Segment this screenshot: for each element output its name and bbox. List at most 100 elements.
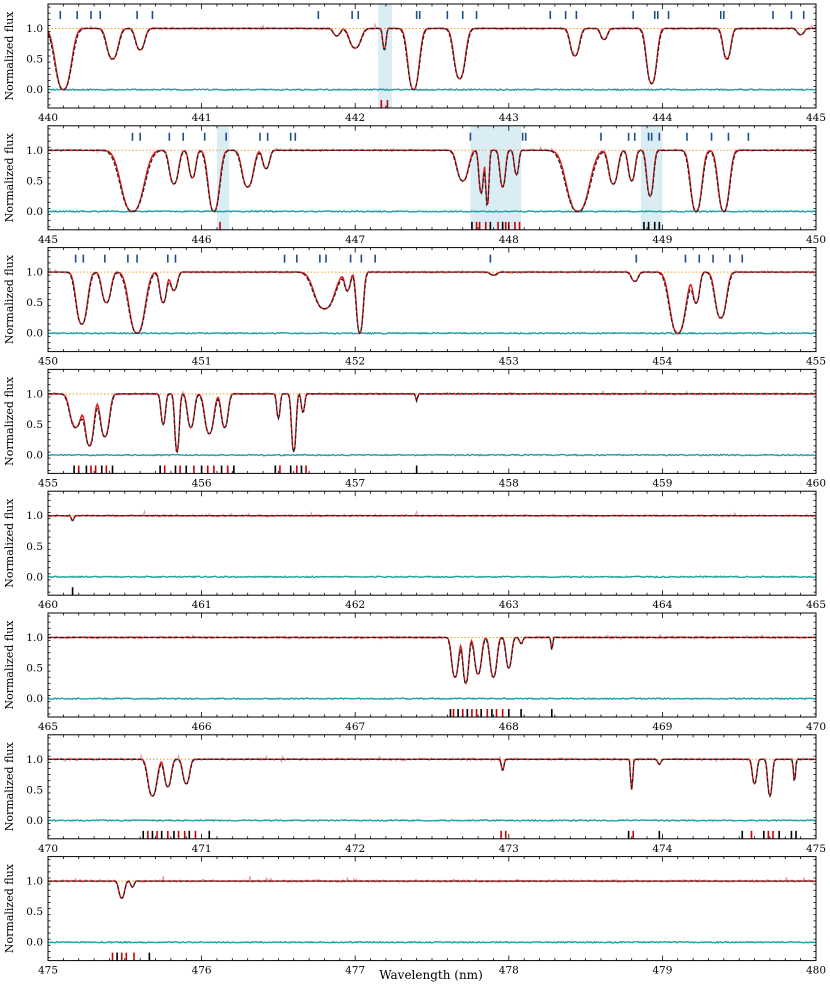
x-tick-label: 446: [192, 234, 212, 246]
x-tick-label: 478: [499, 965, 519, 977]
x-tick-label: 461: [192, 599, 212, 611]
x-tick-label: 473: [499, 843, 519, 855]
y-tick-label: 0.5: [26, 663, 43, 675]
y-axis-label: Normalized flux: [3, 742, 16, 832]
x-tick-label: 453: [499, 356, 519, 368]
residual-line: [48, 453, 816, 457]
shaded-region: [378, 4, 393, 108]
y-tick-label: 0.5: [26, 541, 43, 553]
x-tick-label: 451: [192, 356, 212, 368]
model-red: [48, 392, 816, 453]
x-tick-label: 443: [499, 112, 519, 124]
plot-area: [48, 4, 816, 108]
observed-spectrum: [48, 389, 816, 454]
shaded-region: [640, 125, 663, 230]
panel-3: 450 451 452 453 454 455 0.0 0.5 1.0 Normalized fl…: [3, 247, 826, 368]
x-tick-label: 470: [806, 721, 826, 733]
y-tick-label: 1.0: [26, 145, 43, 157]
shaded-region: [216, 125, 230, 230]
x-tick-label: 472: [345, 843, 365, 855]
x-tick-label: 460: [38, 599, 58, 611]
y-tick-label: 1.0: [26, 876, 43, 888]
observed-spectrum: [48, 753, 816, 798]
y-axis-label: Normalized flux: [3, 11, 16, 101]
x-tick-label: 449: [652, 234, 672, 246]
y-tick-label: 1.0: [26, 510, 43, 522]
x-tick-label: 476: [192, 965, 212, 977]
panel-4: 455 456 457 458 459 460 0.0 0.5 1.0 Normalized fl…: [3, 368, 826, 489]
y-tick-label: 0.5: [26, 54, 43, 66]
y-tick-label: 0.0: [26, 937, 43, 949]
model-black: [48, 27, 816, 91]
plot-area: [48, 753, 816, 839]
residual-line: [48, 331, 816, 335]
x-tick-label: 465: [806, 599, 826, 611]
residual-line: [48, 575, 816, 579]
x-tick-label: 450: [806, 234, 826, 246]
y-axis-label: Normalized flux: [3, 133, 16, 223]
model-black: [48, 393, 816, 455]
panel-frame: [47, 856, 817, 962]
x-tick-label: 479: [652, 965, 672, 977]
model-red: [48, 27, 816, 91]
y-tick-label: 0.0: [26, 84, 43, 96]
x-tick-label: 447: [345, 234, 365, 246]
residual-line: [48, 209, 816, 213]
x-tick-label: 466: [192, 721, 212, 733]
x-tick-label: 445: [38, 234, 58, 246]
y-tick-label: 0.5: [26, 906, 43, 918]
model-black: [48, 636, 816, 685]
x-tick-label: 470: [38, 843, 58, 855]
y-tick-label: 0.5: [26, 175, 43, 187]
residual-line: [48, 818, 816, 822]
x-tick-label: 441: [192, 112, 212, 124]
plot-area: [48, 254, 816, 336]
x-tick-label: 452: [345, 356, 365, 368]
y-tick-label: 0.5: [26, 419, 43, 431]
x-tick-label: 475: [806, 843, 826, 855]
model-red: [48, 880, 816, 900]
y-tick-label: 1.0: [26, 267, 43, 279]
shaded-region: [470, 125, 522, 230]
observed-spectrum: [48, 145, 816, 214]
plot-area: [48, 633, 816, 717]
panel-5: 460 461 462 463 464 465 0.0 0.5 1.0 Normalized fl…: [3, 490, 826, 611]
panel-frame: [47, 247, 817, 353]
y-tick-label: 0.0: [26, 693, 43, 705]
x-tick-label: 456: [192, 477, 212, 489]
model-black: [48, 149, 816, 213]
x-tick-label: 450: [38, 356, 58, 368]
y-tick-label: 0.0: [26, 571, 43, 583]
panel-8: 475 476 477 478 479 480 0.0 0.5 1.0 Normalized fl…: [3, 856, 826, 977]
residual-line: [48, 88, 816, 92]
residual-line: [48, 697, 816, 701]
y-axis-label: Normalized flux: [3, 254, 16, 344]
model-black: [48, 758, 816, 798]
y-axis-label: Normalized flux: [3, 376, 16, 466]
x-tick-label: 463: [499, 599, 519, 611]
model-red: [48, 758, 816, 798]
x-tick-label: 442: [345, 112, 365, 124]
y-tick-label: 0.0: [26, 206, 43, 218]
x-tick-label: 455: [38, 477, 58, 489]
model-red: [48, 149, 816, 213]
y-tick-label: 0.5: [26, 297, 43, 309]
x-tick-label: 480: [806, 965, 826, 977]
plot-area: [48, 509, 816, 596]
x-tick-label: 460: [806, 477, 826, 489]
y-tick-label: 0.0: [26, 328, 43, 340]
panel-frame: [47, 490, 817, 596]
observed-spectrum: [48, 875, 816, 899]
x-tick-label: 462: [345, 599, 365, 611]
model-black: [48, 880, 816, 899]
x-tick-label: 440: [38, 112, 58, 124]
x-tick-label: 471: [192, 843, 212, 855]
model-black: [48, 271, 816, 335]
observed-spectrum: [48, 633, 816, 686]
panel-1: 440 441 442 443 444 445 0.0 0.5 1.0 Normalized fl…: [3, 3, 826, 124]
x-tick-label: 468: [499, 721, 519, 733]
y-tick-label: 0.0: [26, 450, 43, 462]
x-tick-label: 454: [652, 356, 672, 368]
panel-6: 465 466 467 468 469 470 0.0 0.5 1.0 Normalized fl…: [3, 612, 826, 733]
x-tick-label: 465: [38, 721, 58, 733]
